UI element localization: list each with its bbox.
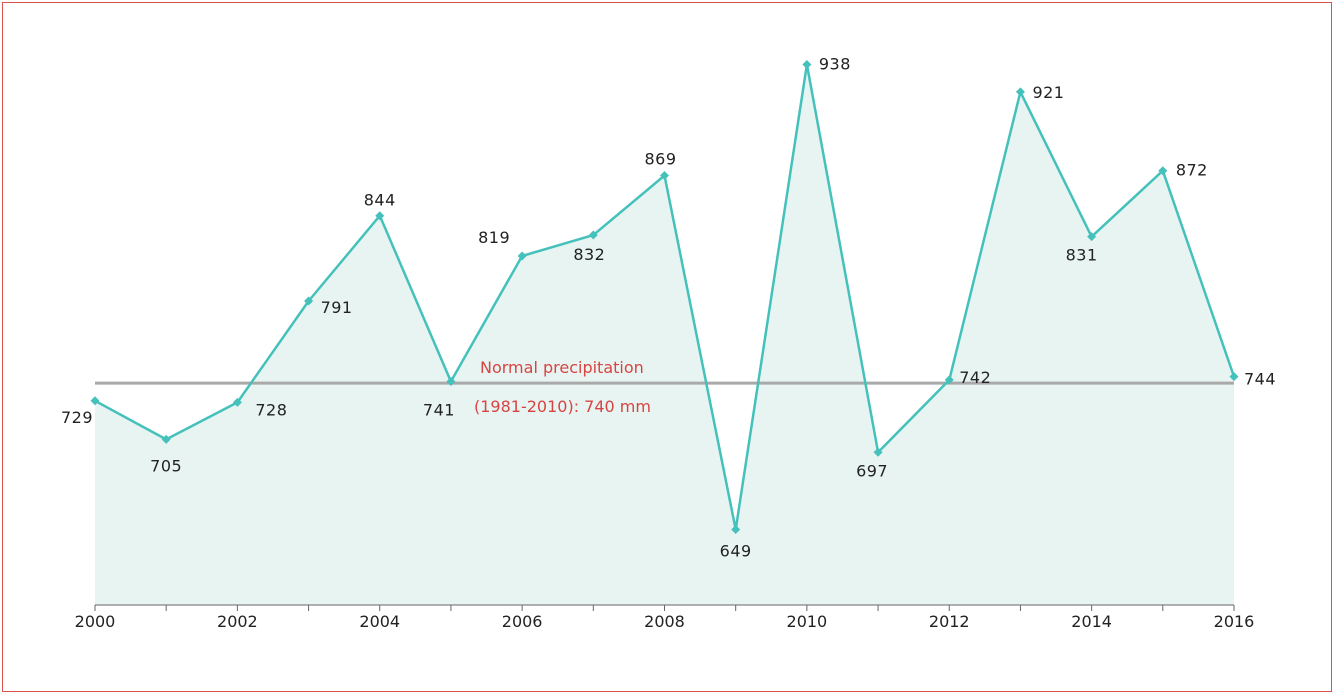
data-value-label: 791 — [321, 298, 353, 317]
x-tick-label: 2006 — [502, 612, 543, 631]
data-point-marker — [161, 434, 171, 444]
data-point-marker — [731, 525, 741, 534]
data-point-marker — [588, 230, 598, 240]
series-area — [95, 64, 1234, 605]
data-point-marker — [1015, 87, 1025, 97]
data-value-label: 728 — [255, 400, 287, 419]
reference-layer: Normal precipitation (1981-2010): 740 mm — [95, 358, 1234, 416]
data-value-label: 921 — [1032, 83, 1064, 102]
data-value-label: 744 — [1244, 370, 1276, 389]
x-tick-label: 2000 — [75, 612, 116, 631]
data-value-label: 705 — [150, 456, 182, 475]
data-value-label: 831 — [1066, 246, 1098, 265]
data-point-marker — [802, 60, 812, 69]
data-value-label: 742 — [959, 368, 991, 387]
series-layer — [90, 60, 1239, 534]
x-axis: 2000 2002 2004 2006 2008 2010 2012 2014 2016 — [75, 604, 1255, 631]
data-value-label: 741 — [423, 400, 455, 419]
normal-precipitation-period-label: (1981-2010): 740 mm — [474, 397, 651, 416]
area-layer — [95, 64, 1234, 605]
x-tick-label: 2016 — [1214, 612, 1255, 631]
data-point-marker — [304, 296, 314, 306]
data-value-label: 697 — [856, 461, 888, 480]
data-value-label: 844 — [364, 191, 396, 210]
data-value-label: 938 — [819, 55, 851, 74]
data-value-label: 729 — [61, 408, 93, 427]
x-tick-label: 2008 — [644, 612, 685, 631]
x-tick-label: 2012 — [929, 612, 970, 631]
data-point-marker — [232, 397, 242, 407]
data-value-label: 819 — [478, 228, 510, 247]
data-value-label: 649 — [720, 542, 752, 561]
x-tick-label: 2004 — [359, 612, 400, 631]
data-point-marker — [90, 396, 100, 406]
data-point-marker — [1158, 166, 1168, 176]
data-value-label: 832 — [573, 245, 605, 264]
data-point-marker — [944, 375, 954, 385]
value-labels: 729 705 728 791 844 741 819 832 869 649 938 697 742 9… — [61, 55, 1276, 561]
data-point-marker — [873, 447, 883, 457]
data-point-marker — [1087, 232, 1097, 242]
data-value-label: 872 — [1176, 161, 1208, 180]
data-point-marker — [660, 171, 669, 181]
data-value-label: 869 — [645, 150, 677, 169]
data-point-marker — [517, 251, 527, 261]
x-tick-label: 2002 — [217, 612, 258, 631]
x-tick-label: 2014 — [1071, 612, 1112, 631]
data-point-marker — [446, 376, 456, 386]
data-point-marker — [1229, 372, 1239, 382]
normal-precipitation-label: Normal precipitation — [480, 358, 644, 377]
x-tick-label: 2010 — [787, 612, 828, 631]
data-point-marker — [375, 211, 385, 221]
